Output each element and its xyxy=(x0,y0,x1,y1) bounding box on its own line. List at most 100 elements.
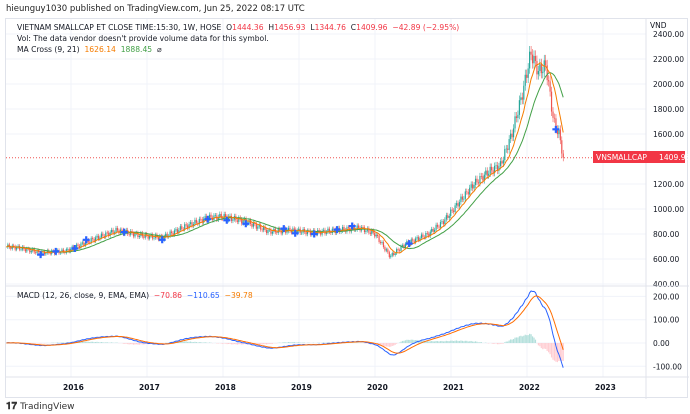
macd-histogram-bar xyxy=(192,342,195,343)
candle-body xyxy=(524,74,526,86)
macd-histogram-bar xyxy=(106,342,108,343)
macd-histogram-bar xyxy=(474,341,477,343)
macd-histogram-bar xyxy=(263,343,265,345)
candle-body xyxy=(106,232,108,234)
candle-body xyxy=(33,249,35,253)
macd-histogram-bar xyxy=(328,342,330,343)
macd-histogram-bar xyxy=(527,335,529,343)
candle-body xyxy=(270,229,272,234)
candle-body xyxy=(562,153,564,158)
macd-histogram-bar xyxy=(410,339,412,343)
candle-body xyxy=(486,170,488,176)
macd-histogram-bar xyxy=(439,341,442,343)
time-tick-label: 2018 xyxy=(215,383,236,392)
candle-body xyxy=(236,220,238,222)
candle-body xyxy=(419,238,421,241)
cross-signal-icon xyxy=(405,240,413,248)
macd-histogram-bar xyxy=(200,342,202,343)
candle-body xyxy=(469,187,471,195)
macd-histogram-bar xyxy=(436,341,439,343)
candle-body xyxy=(264,226,266,230)
candle-body xyxy=(248,220,250,224)
price-tick-label: 400.00 xyxy=(653,280,679,289)
candle-body xyxy=(238,217,240,222)
candle-body xyxy=(46,250,48,253)
macd-histogram-bar xyxy=(448,341,450,343)
candle-body xyxy=(493,165,496,174)
candle-body xyxy=(121,229,123,231)
macd-histogram-bar xyxy=(61,342,63,343)
macd-histogram-bar xyxy=(352,342,354,343)
macd-histogram-bar xyxy=(391,343,393,346)
macd-histogram-bar xyxy=(102,342,104,343)
macd-histogram-bar xyxy=(499,343,501,344)
macd-histogram-bar xyxy=(83,341,85,343)
candle-body xyxy=(165,233,167,237)
candle-body xyxy=(271,231,273,234)
macd-histogram-bar xyxy=(438,341,440,343)
candle-body xyxy=(492,170,494,174)
candle-body xyxy=(558,129,560,135)
macd-histogram-bar xyxy=(39,343,41,344)
macd-histogram-bar xyxy=(182,341,184,343)
candle-body xyxy=(467,191,469,195)
price-tick-label: 2200.00 xyxy=(653,55,684,64)
macd-histogram-bar xyxy=(137,343,139,345)
macd-histogram-bar xyxy=(388,343,390,347)
candle-body xyxy=(447,215,449,218)
candle-body xyxy=(368,228,370,233)
candle-body xyxy=(279,228,281,231)
macd-histogram-bar xyxy=(561,343,563,362)
macd-histogram-bar xyxy=(498,343,500,345)
cross-signal-icon xyxy=(242,220,250,228)
chart-frame[interactable]: 2400.00 2200.00 2000.00 1800.00 1600.00 1200.… xyxy=(5,18,689,399)
candle-body xyxy=(476,178,478,183)
candle-body xyxy=(556,129,558,135)
candle-body xyxy=(518,100,520,115)
ma-legend[interactable]: MA Cross (9, 21) 1626.14 1888.45 ⌀ xyxy=(17,45,162,54)
cross-signal-icon xyxy=(204,215,212,223)
candle-body xyxy=(420,234,423,239)
candle-body xyxy=(103,236,105,238)
macd-histogram-bar xyxy=(90,341,92,343)
candle-body xyxy=(83,242,85,246)
candle-body xyxy=(454,205,456,212)
macd-histogram-bar xyxy=(461,340,463,343)
candle-body xyxy=(115,227,117,233)
tradingview-logo[interactable]: 𝟏𝟕 TradingView xyxy=(6,401,75,412)
macd-histogram-bar xyxy=(473,341,475,343)
macd-histogram-bar xyxy=(62,342,64,343)
candle-body xyxy=(501,161,503,164)
cross-signal-icon xyxy=(333,226,341,234)
candle-body xyxy=(428,233,430,237)
candle-body xyxy=(128,233,130,235)
macd-histogram-bar xyxy=(531,336,534,343)
candle-body xyxy=(369,232,371,234)
macd-histogram-bar xyxy=(520,335,522,343)
macd-histogram-bar xyxy=(390,343,392,347)
macd-histogram-bar xyxy=(242,343,244,345)
candle-body xyxy=(508,139,510,150)
candle-body xyxy=(529,51,531,69)
candle-body xyxy=(230,215,233,221)
macd-histogram-bar xyxy=(198,342,200,343)
candle-body xyxy=(474,178,477,185)
candle-body xyxy=(410,239,412,244)
macd-histogram-bar xyxy=(289,342,291,343)
candle-body xyxy=(372,230,374,233)
macd-legend[interactable]: MACD (12, 26, close, 9, EMA, EMA) −70.86… xyxy=(17,291,253,300)
candle-body xyxy=(241,219,243,224)
candle-body xyxy=(49,252,51,254)
candle-body xyxy=(157,237,159,240)
chart-canvas[interactable]: 2400.00 2200.00 2000.00 1800.00 1600.00 1200.… xyxy=(6,19,689,399)
candle-body xyxy=(179,226,181,230)
candle-body xyxy=(394,253,396,255)
candle-body xyxy=(343,227,345,230)
candle-body xyxy=(97,235,100,240)
candle-body xyxy=(290,230,292,233)
candle-body xyxy=(521,97,523,100)
macd-histogram-bar xyxy=(226,343,228,345)
macd-histogram-bar xyxy=(30,343,32,344)
macd-histogram-bar xyxy=(548,343,550,353)
candle-body xyxy=(325,231,328,234)
